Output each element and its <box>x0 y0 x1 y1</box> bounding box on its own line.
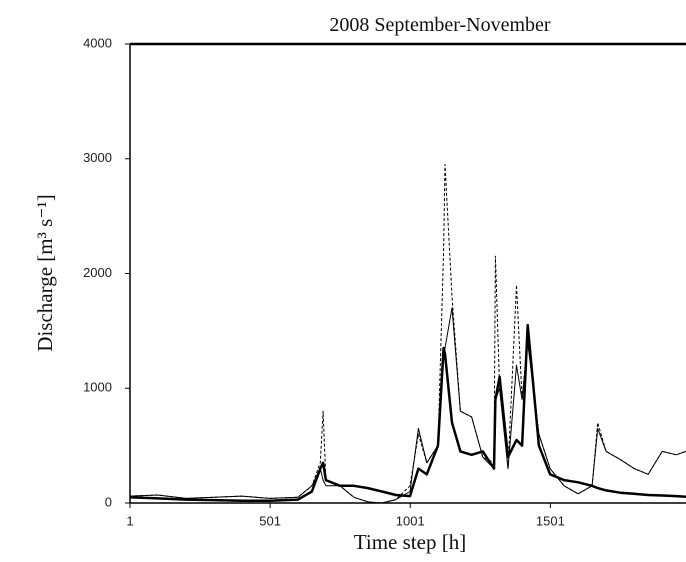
y-tick-label: 2000 <box>83 265 112 280</box>
y-axis-label: Discharge [m³ s⁻¹] <box>33 194 57 351</box>
x-tick-label: 501 <box>259 513 281 528</box>
y-tick-label: 3000 <box>83 150 112 165</box>
y-tick-label: 0 <box>105 494 112 509</box>
series-line <box>129 164 686 504</box>
y-tick-label: 1000 <box>83 380 112 395</box>
x-tick-label: 1 <box>126 513 133 528</box>
series-line <box>129 323 686 502</box>
series-line <box>129 307 686 504</box>
x-tick-label: 1001 <box>396 513 425 528</box>
x-axis-label: Time step [h] <box>354 530 466 554</box>
chart-title: 2008 September-November <box>329 14 551 36</box>
y-tick-label: 4000 <box>83 35 112 50</box>
x-tick-label: 1501 <box>536 513 565 528</box>
